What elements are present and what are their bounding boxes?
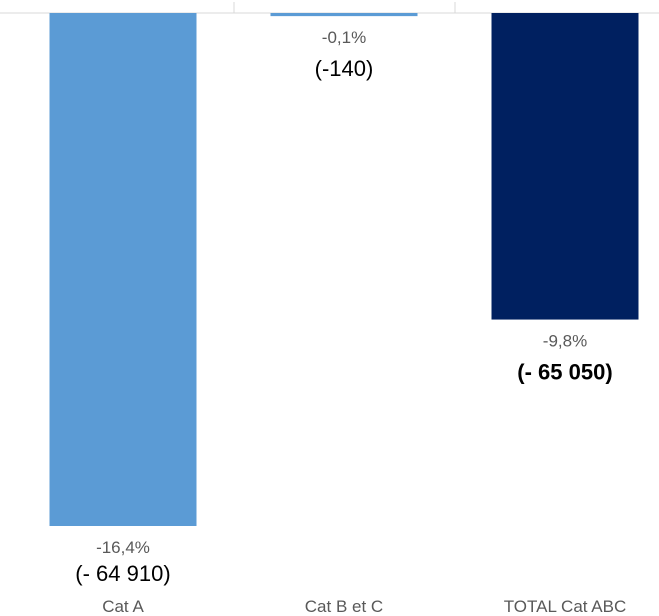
bar-2 [270,13,418,17]
absolute-label-2: (-140) [315,56,374,81]
absolute-label-3: (- 65 050) [517,360,612,385]
bar-layer [49,13,639,526]
label-layer: -16,4% (- 64 910) Cat A -0,1% (-140) Cat B et… [75,28,626,616]
axis-layer [0,2,659,14]
category-label-3: TOTAL Cat ABC [504,597,627,616]
bar-1 [49,13,197,526]
percent-label-1: -16,4% [96,538,150,557]
percent-label-3: -9,8% [543,332,587,351]
category-label-2: Cat B et C [305,597,383,616]
category-label-1: Cat A [102,597,144,616]
percent-label-2: -0,1% [322,28,366,47]
absolute-label-1: (- 64 910) [75,561,170,586]
bar-3 [491,13,639,320]
